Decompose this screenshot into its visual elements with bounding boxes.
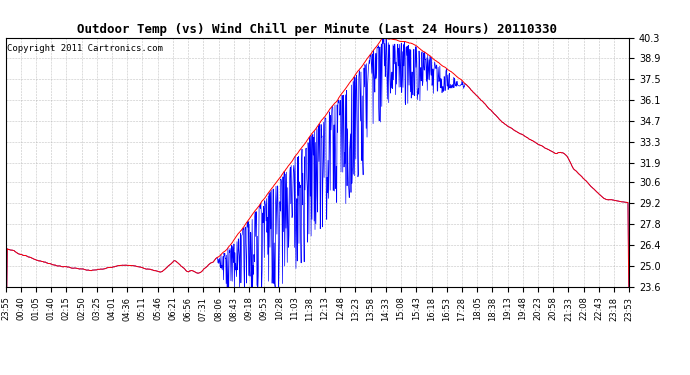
Text: Copyright 2011 Cartronics.com: Copyright 2011 Cartronics.com (7, 44, 163, 53)
Title: Outdoor Temp (vs) Wind Chill per Minute (Last 24 Hours) 20110330: Outdoor Temp (vs) Wind Chill per Minute … (77, 23, 558, 36)
